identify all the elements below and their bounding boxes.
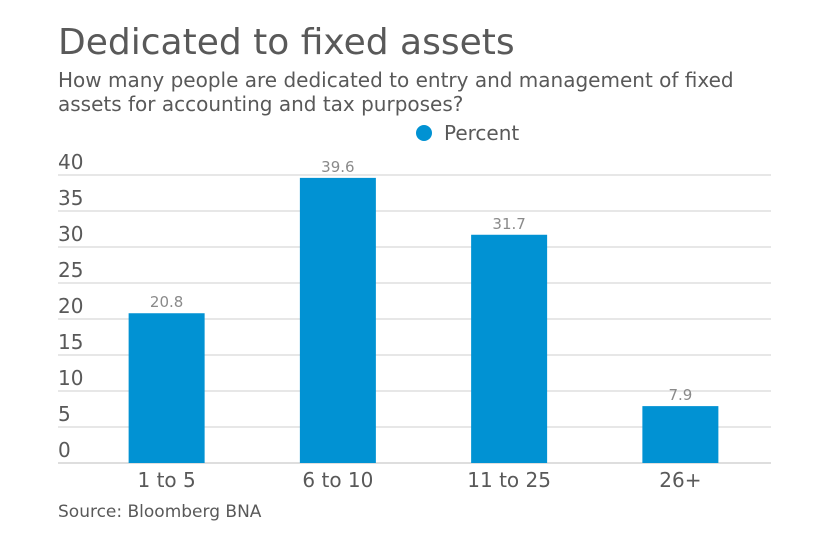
bar-4: [642, 406, 719, 463]
data-labels: 20.8 39.6 31.7 7.9: [150, 158, 692, 404]
y-tick-label: 25: [58, 258, 83, 282]
bars: [128, 177, 719, 463]
data-label-2: 39.6: [321, 158, 354, 176]
x-tick-label-1: 1 to 5: [138, 468, 196, 492]
legend-marker-percent: [416, 125, 432, 141]
chart-title: Dedicated to fixed assets: [58, 22, 515, 63]
x-axis-ticks: 1 to 5 6 to 10 11 to 25 26+: [138, 468, 702, 492]
y-tick-label: 40: [58, 150, 83, 174]
y-tick-label: 10: [58, 366, 83, 390]
legend: Percent: [416, 121, 519, 145]
y-tick-label: 5: [58, 402, 71, 426]
bar-3: [471, 234, 548, 463]
data-label-3: 31.7: [492, 215, 525, 233]
chart-subtitle: How many people are dedicated to entry a…: [58, 68, 734, 116]
data-label-1: 20.8: [150, 293, 183, 311]
x-tick-label-3: 11 to 25: [467, 468, 551, 492]
y-axis-ticks: 0 5 10 15 20 25 30 35 40: [58, 150, 83, 462]
x-tick-label-2: 6 to 10: [302, 468, 373, 492]
source-note: Source: Bloomberg BNA: [58, 502, 262, 522]
bar-2: [299, 177, 376, 463]
bar-1: [128, 313, 205, 463]
legend-label-percent: Percent: [444, 121, 520, 145]
x-tick-label-4: 26+: [659, 468, 701, 492]
y-tick-label: 0: [58, 438, 71, 462]
data-label-4: 7.9: [668, 386, 692, 404]
y-tick-label: 30: [58, 222, 83, 246]
y-tick-label: 15: [58, 330, 83, 354]
y-tick-label: 35: [58, 186, 83, 210]
y-tick-label: 20: [58, 294, 83, 318]
